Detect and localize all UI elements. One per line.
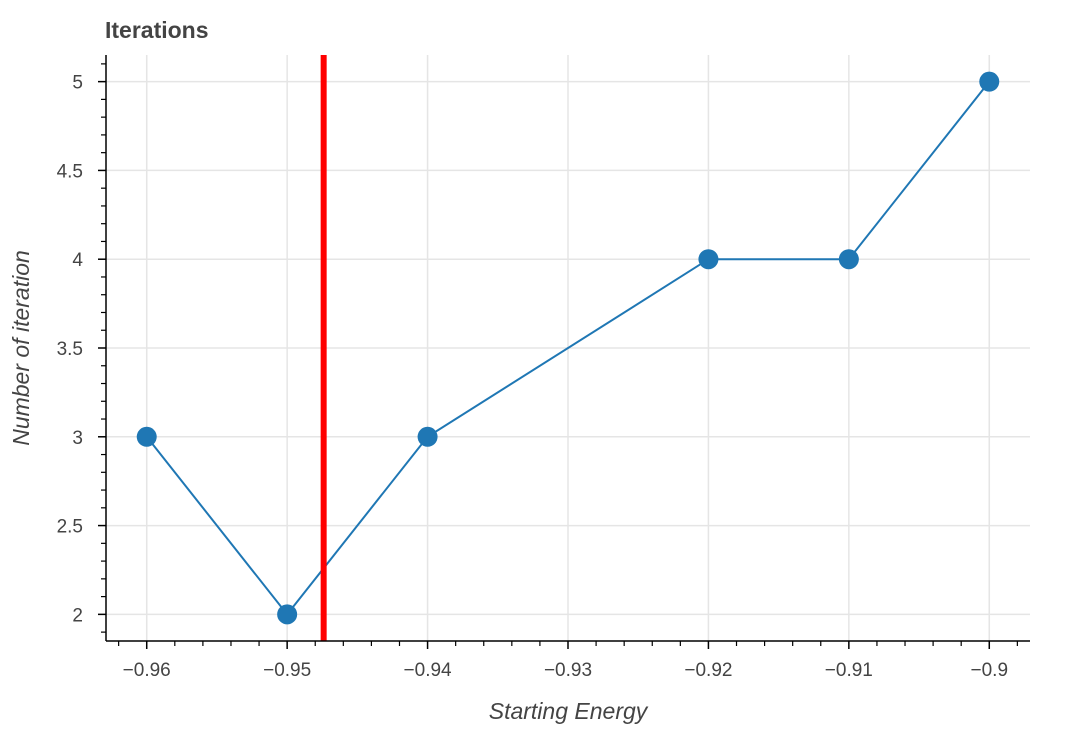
series-line: [145, 81, 991, 616]
x-tick-label: −0.9: [971, 660, 1009, 681]
y-axis-label: Number of iteration: [8, 250, 34, 446]
x-tick-label: −0.96: [123, 660, 171, 681]
x-tick-label: −0.93: [544, 660, 592, 681]
y-tick-label: 5: [72, 73, 83, 94]
x-axis-label: Starting Energy: [489, 698, 649, 724]
data-point: [277, 604, 298, 625]
y-tick-label: 4.5: [57, 161, 83, 182]
data-point: [838, 249, 859, 270]
data-point: [417, 426, 438, 447]
series-layer: [136, 71, 1000, 625]
y-tick-label: 2.5: [57, 517, 83, 538]
x-axis-ticks: −0.96 −0.95 −0.94 −0.93 −0.92 −0.91 −0.9: [118, 641, 1018, 681]
data-point: [979, 71, 1000, 92]
x-tick-label: −0.95: [263, 660, 311, 681]
x-tick-label: −0.91: [825, 660, 873, 681]
data-point: [136, 426, 157, 447]
x-tick-label: −0.94: [404, 660, 453, 681]
y-tick-label: 2: [72, 605, 83, 626]
x-tick-label: −0.92: [684, 660, 732, 681]
data-point: [698, 249, 719, 270]
chart-title: Iterations: [105, 17, 209, 43]
y-tick-label: 3: [72, 428, 83, 449]
y-axis-ticks: 2 2.5 3 3.5 4 4.5 5: [57, 63, 106, 633]
y-tick-label: 4: [72, 250, 83, 271]
y-tick-label: 3.5: [57, 339, 83, 360]
